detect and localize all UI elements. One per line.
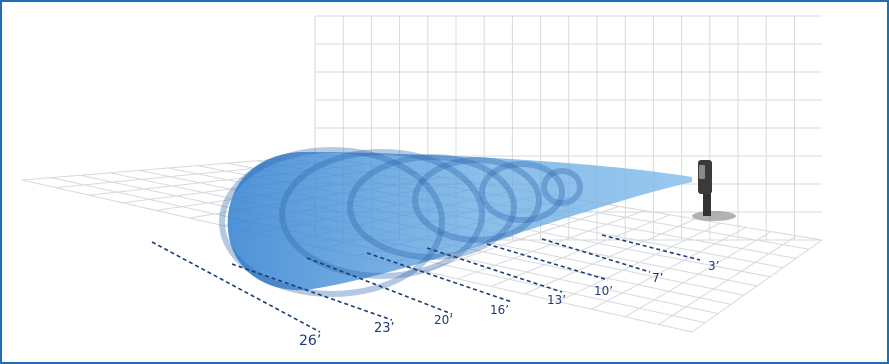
distance-label: 26’ xyxy=(299,333,321,349)
sensor-lens xyxy=(699,165,705,179)
distance-dash-line xyxy=(541,238,651,273)
sensor-shadow xyxy=(692,211,736,221)
sensor-device xyxy=(692,160,736,221)
beam-range-rings xyxy=(219,147,583,297)
beam-range-ring xyxy=(347,154,517,260)
beam-range-ring xyxy=(412,157,542,243)
beam-cone xyxy=(227,152,692,291)
distance-dash-line xyxy=(231,263,393,321)
distance-label: 16’ xyxy=(490,303,509,317)
sensor-stand xyxy=(703,190,711,216)
distance-dash-line xyxy=(601,234,701,261)
beam-range-ring xyxy=(219,147,445,297)
distance-dash-lines xyxy=(151,234,701,333)
detection-beam xyxy=(219,147,692,297)
beam-range-ring xyxy=(479,161,565,223)
distance-dash-line xyxy=(366,252,513,303)
beam-range-ring xyxy=(541,168,583,206)
distance-dash-line xyxy=(306,257,453,315)
distance-labels: 3’ 7’ 10’ 13’ 16’ 20’ 23’ 26’ xyxy=(299,259,719,349)
distance-label: 20’ xyxy=(434,313,453,327)
distance-label: 3’ xyxy=(708,259,719,273)
distance-dash-line xyxy=(426,247,563,293)
beam-range-ring xyxy=(279,149,485,279)
distance-label: 23’ xyxy=(374,321,395,336)
distance-dash-line xyxy=(486,243,609,281)
distance-label: 7’ xyxy=(652,271,663,285)
distance-dash-line xyxy=(151,241,321,333)
distance-label: 13’ xyxy=(547,293,566,307)
distance-label: 10’ xyxy=(594,284,613,298)
